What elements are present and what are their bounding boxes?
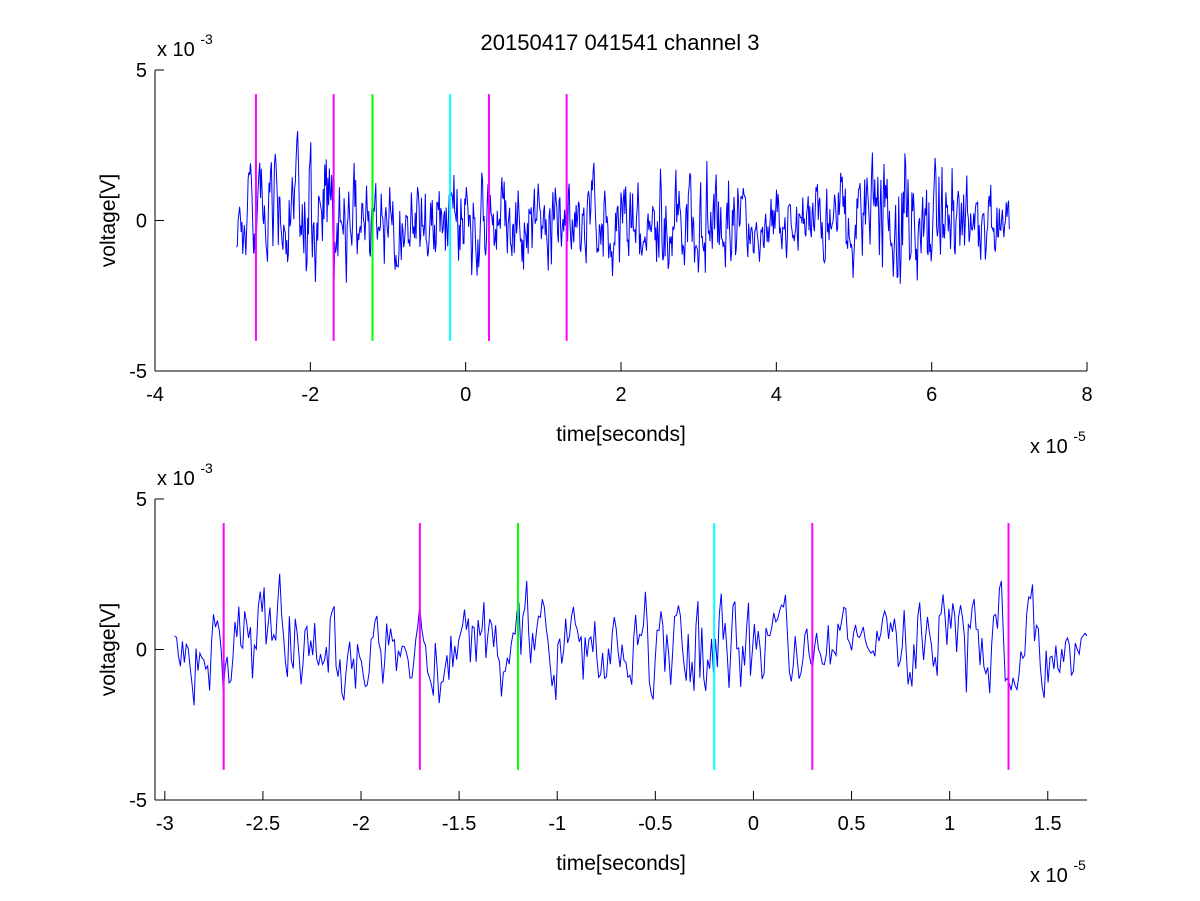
x-exponent-label: x 10 -5: [1030, 857, 1086, 887]
x-exponent-label: x 10 -5: [1030, 428, 1086, 458]
y-tick-label: 5: [136, 489, 147, 511]
y-tick-label: 0: [136, 211, 147, 233]
y-axis-label: voltage[V]: [97, 603, 120, 696]
y-tick-label: 0: [136, 640, 147, 662]
y-axis-label: voltage[V]: [97, 174, 120, 267]
x-tick-label: 4: [771, 384, 782, 406]
voltage-trace: [174, 573, 1088, 706]
y-tick-label: 5: [136, 60, 147, 82]
y-exponent-label: x 10 -3: [157, 31, 213, 61]
y-exponent-label: x 10 -3: [157, 460, 213, 490]
x-tick-label: -3: [156, 813, 174, 835]
y-exponent-value: -3: [200, 460, 213, 476]
x-tick-label: 2: [615, 384, 626, 406]
x-tick-label: 6: [926, 384, 937, 406]
voltage-trace: [236, 131, 1010, 284]
x-tick-label: -1.5: [442, 813, 476, 835]
y-tick-label: -5: [129, 361, 147, 383]
figure-title: 20150417 041541 channel 3: [481, 30, 760, 55]
plot-bottom: -3 -2.5 -2 -1.5 -1 -0.5 0 0.5 1 1.5 -5 0 5 time[secon…: [97, 460, 1088, 887]
x-tick-label: -2: [301, 384, 319, 406]
y-tick-label: -5: [129, 790, 147, 812]
x-tick-label: 0.5: [838, 813, 866, 835]
x-exponent-value: -5: [1073, 857, 1086, 873]
x-tick-label: 8: [1081, 384, 1092, 406]
x-tick-label: 0: [460, 384, 471, 406]
plot-top: -4 -2 0 2 4 6 8 -5 0 5 time[seconds] voltage[V] x 10…: [97, 31, 1093, 458]
x-tick-label: -2: [352, 813, 370, 835]
x-axis-label: time[seconds]: [556, 423, 686, 446]
x-exponent-value: -5: [1073, 428, 1086, 444]
x-tick-label: 1.5: [1034, 813, 1062, 835]
x-tick-label: -1: [548, 813, 566, 835]
x-tick-label: -4: [146, 384, 164, 406]
x-tick-label: -0.5: [638, 813, 672, 835]
x-tick-label: 0: [748, 813, 759, 835]
y-exponent-value: -3: [200, 31, 213, 47]
x-tick-label: 1: [944, 813, 955, 835]
x-axis-label: time[seconds]: [556, 852, 686, 875]
x-tick-label: -2.5: [246, 813, 280, 835]
